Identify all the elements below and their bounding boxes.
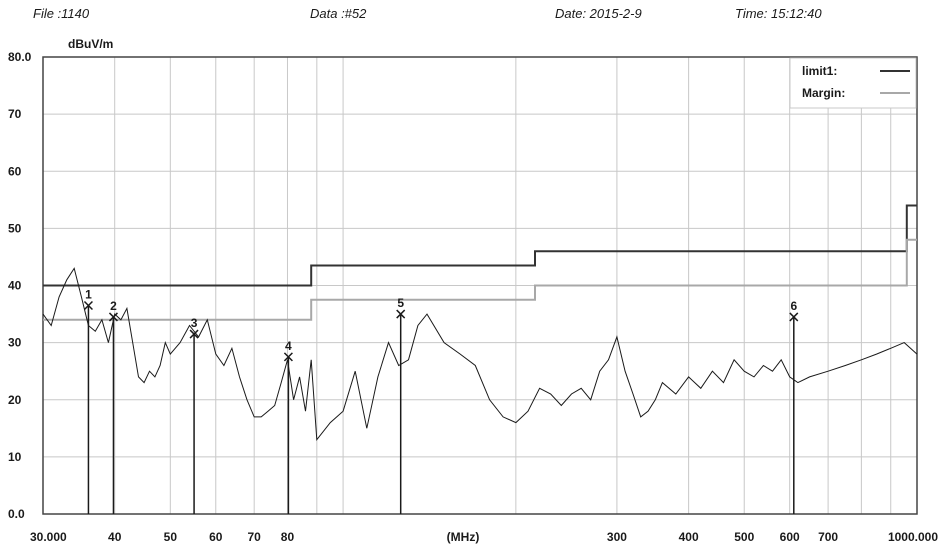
margin-line <box>43 238 917 321</box>
y-axis-ticks: 80.0 70 60 50 40 30 20 10 0.0 <box>8 50 32 521</box>
x-tick-label: 700 <box>818 530 838 544</box>
marker-cross <box>189 329 199 339</box>
marker-label: 1 <box>85 287 92 301</box>
x-tick-label: 300 <box>607 530 627 544</box>
marker-label: 3 <box>191 316 198 330</box>
y-axis-label: dBuV/m <box>68 37 113 51</box>
marker-cross <box>108 312 118 322</box>
marker-cross <box>789 312 799 322</box>
y-tick-label: 80.0 <box>8 50 32 64</box>
y-tick-label: 30 <box>8 336 22 350</box>
x-axis-ticks: 30.000 40 50 60 70 80 300 400 500 600 700 1000.000 <box>30 530 938 544</box>
y-tick-label: 70 <box>8 107 22 121</box>
grid-lines <box>43 57 917 514</box>
legend-box <box>789 57 917 109</box>
x-tick-label: 1000.000 <box>888 530 938 544</box>
marker-label: 6 <box>790 299 797 313</box>
marker-label: 5 <box>397 296 404 310</box>
x-tick-label: 600 <box>780 530 800 544</box>
marker-label: 2 <box>110 299 117 313</box>
y-tick-label: 50 <box>8 221 22 235</box>
file-label: File :1140 <box>33 6 90 21</box>
legend-label: Margin: <box>802 86 845 100</box>
x-tick-label: 70 <box>248 530 262 544</box>
legend-label: limit1: <box>802 64 837 78</box>
measurement-trace <box>42 267 918 442</box>
markers: 1 2 3 4 5 6 <box>83 287 799 514</box>
date-label: Date: 2015-2-9 <box>555 6 642 21</box>
y-tick-label: 60 <box>8 164 22 178</box>
marker-cross <box>83 300 93 311</box>
series-lines <box>42 204 918 442</box>
x-tick-label: 400 <box>679 530 699 544</box>
marker-cross <box>283 352 293 362</box>
legend: limit1: Margin: <box>789 57 917 109</box>
x-tick-label: 500 <box>734 530 754 544</box>
y-tick-label: 20 <box>8 393 22 407</box>
y-tick-label: 40 <box>8 279 22 293</box>
x-tick-label: 30.000 <box>30 530 67 544</box>
x-tick-label: 40 <box>108 530 122 544</box>
marker-label: 4 <box>285 339 292 353</box>
x-tick-label: 80 <box>281 530 295 544</box>
x-tick-label: 60 <box>209 530 223 544</box>
y-tick-label: 0.0 <box>8 507 25 521</box>
time-label: Time: 15:12:40 <box>735 6 822 21</box>
marker-cross <box>396 309 406 319</box>
limit-line <box>43 204 917 287</box>
y-tick-label: 10 <box>8 450 22 464</box>
data-label: Data :#52 <box>310 6 367 21</box>
x-axis-label: (MHz) <box>447 530 480 544</box>
x-tick-label: 50 <box>164 530 178 544</box>
